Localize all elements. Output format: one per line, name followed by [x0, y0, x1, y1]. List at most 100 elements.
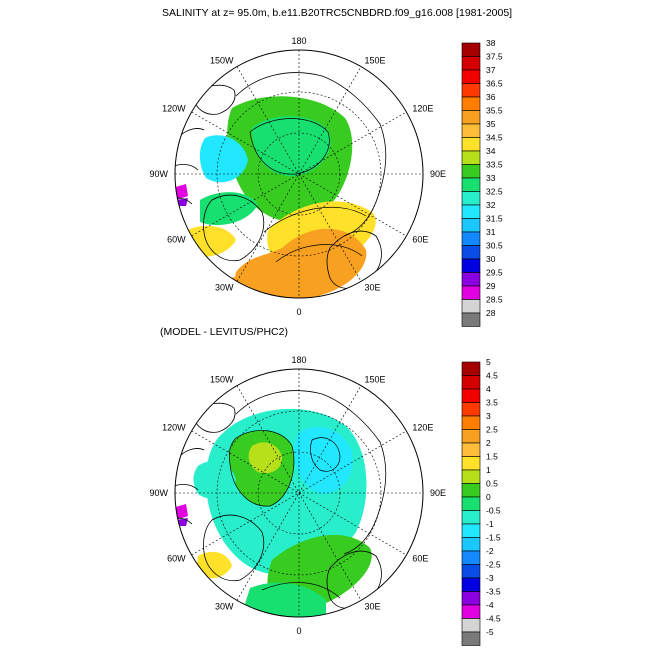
- colorbar-swatch: [461, 591, 481, 606]
- longitude-label: 60E: [412, 235, 428, 245]
- colorbar-label: -0.5: [486, 506, 501, 516]
- colorbar-label: 35.5: [486, 106, 503, 116]
- colorbar-label: 38: [486, 38, 496, 48]
- colorbar-swatch: [461, 631, 481, 646]
- contour-line: [263, 206, 367, 233]
- colorbar-label: 1.5: [486, 452, 498, 462]
- longitude-label: 120E: [412, 104, 433, 114]
- longitude-label: 90W: [149, 488, 168, 498]
- contour-line: [228, 430, 295, 507]
- colorbar-label: 0.5: [486, 479, 498, 489]
- bottom-map-title: (MODEL - LEVITUS/PHC2): [160, 326, 288, 338]
- longitude-label: 60W: [167, 235, 186, 245]
- top-map-title: SALINITY at z= 95.0m, b.e11.B20TRC5CNBDR…: [162, 7, 512, 19]
- colorbar-swatch: [461, 245, 481, 260]
- longitude-label: 120W: [162, 423, 186, 433]
- colorbar-label: 30.5: [486, 241, 503, 251]
- longitude-label: 150W: [210, 56, 234, 66]
- colorbar-swatch: [461, 496, 481, 511]
- difference-map: 180 150E 120E 90E 60E 30E 0 30W 60W 90W 120W 150W: [149, 355, 446, 636]
- colorbar-label: 35: [486, 119, 496, 129]
- longitude-label: 150E: [365, 56, 386, 66]
- colorbar-swatch: [461, 456, 481, 471]
- colorbar-swatch: [461, 442, 481, 457]
- colorbar-swatch: [461, 258, 481, 273]
- colorbar-swatch: [461, 177, 481, 192]
- field-hudson-strait: [200, 192, 258, 226]
- colorbar-label: 4.5: [486, 371, 498, 381]
- colorbar-label: -1.5: [486, 533, 501, 543]
- longitude-label: 60E: [412, 554, 428, 564]
- colorbar-label: 32.5: [486, 187, 503, 197]
- colorbar-swatch: [461, 110, 481, 125]
- colorbar-swatch: [461, 375, 481, 390]
- longitude-label: 30W: [215, 282, 234, 292]
- colorbar-swatch: [461, 523, 481, 538]
- longitude-label: 30E: [365, 601, 381, 611]
- colorbar-label: 31: [486, 227, 496, 237]
- colorbar-label: 0: [486, 492, 491, 502]
- colorbar-label: 2.5: [486, 425, 498, 435]
- colorbar-label: 32: [486, 200, 496, 210]
- colorbar-swatch: [461, 150, 481, 165]
- longitude-label: 180: [291, 36, 306, 46]
- longitude-label: 90E: [430, 169, 446, 179]
- colorbar-label: -3: [486, 573, 494, 583]
- colorbar-swatch: [461, 618, 481, 633]
- colorbar-swatch: [461, 429, 481, 444]
- colorbar-label: 33: [486, 173, 496, 183]
- colorbar-swatch: [461, 388, 481, 403]
- colorbar-swatch: [461, 299, 481, 314]
- colorbar-label: 1: [486, 465, 491, 475]
- colorbar-swatch: [461, 483, 481, 498]
- colorbar-label: 29: [486, 281, 496, 291]
- difference-colorbar: 5 4.5 4 3.5 3 2.5 2 1.5 1 0.5 0 -0.5 -1 -1.5 -2 -2.5 -3 -…: [461, 357, 501, 646]
- colorbar-swatch: [461, 415, 481, 430]
- map-boundary: [174, 49, 424, 299]
- colorbar-label: -1: [486, 519, 494, 529]
- colorbar-swatch: [461, 510, 481, 525]
- longitude-label: 150W: [210, 375, 234, 385]
- colorbar-label: -3.5: [486, 587, 501, 597]
- colorbar-swatch: [461, 231, 481, 246]
- field-high-positive-core: [248, 442, 282, 474]
- colorbar-swatch: [461, 577, 481, 592]
- colorbar-label: 34: [486, 146, 496, 156]
- colorbar-label: -2.5: [486, 560, 501, 570]
- colorbar-swatch: [461, 537, 481, 552]
- colorbar-label: 29.5: [486, 268, 503, 278]
- coastline-siberia: [235, 72, 387, 237]
- longitude-label: 90W: [149, 169, 168, 179]
- field-negative-patch: [175, 504, 188, 520]
- colorbar-swatch: [461, 137, 481, 152]
- colorbar-label: 33.5: [486, 160, 503, 170]
- longitude-label: 120W: [162, 104, 186, 114]
- colorbar-swatch: [461, 550, 481, 565]
- coastline-alaska: [191, 84, 236, 115]
- map-boundary: [174, 368, 424, 618]
- contour-line: [275, 244, 363, 263]
- colorbar-label: 5: [486, 357, 491, 367]
- colorbar-swatch: [461, 96, 481, 111]
- colorbar-label: 37.5: [486, 52, 503, 62]
- colorbar-swatch: [461, 204, 481, 219]
- colorbar-swatch: [461, 402, 481, 417]
- field-canadian-archipelago: [193, 461, 236, 499]
- longitude-label: 120E: [412, 423, 433, 433]
- longitude-label: 60W: [167, 554, 186, 564]
- salinity-colorbar: 38 37.5 37 36.5 36 35.5 35 34.5 34 33.5 33 32.5 32 31…: [461, 38, 503, 327]
- longitude-label: 150E: [365, 375, 386, 385]
- coastline-alaska: [191, 402, 236, 433]
- contour-line: [261, 582, 341, 599]
- coastline-greenland: [203, 514, 265, 582]
- colorbar-swatch: [461, 83, 481, 98]
- colorbar-swatch: [461, 42, 481, 57]
- longitude-label: 30W: [215, 601, 234, 611]
- colorbar-label: -4: [486, 600, 494, 610]
- colorbar-label: 36: [486, 92, 496, 102]
- graticule: [175, 369, 423, 617]
- colorbar-label: 36.5: [486, 79, 503, 89]
- colorbar-swatch: [461, 123, 481, 138]
- colorbar-label: 28.5: [486, 295, 503, 305]
